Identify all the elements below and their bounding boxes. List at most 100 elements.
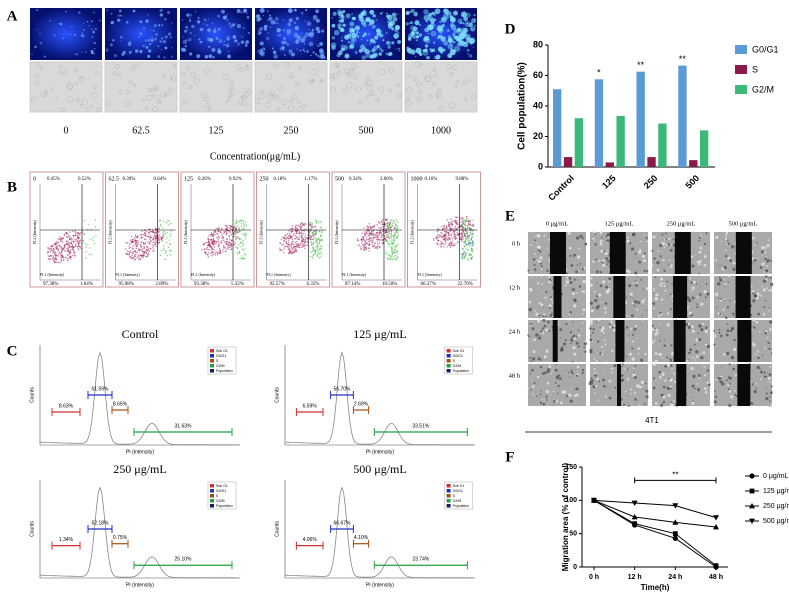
event-dot (298, 231, 299, 232)
event-dot (387, 221, 388, 222)
event-dot (224, 225, 225, 226)
event-dot (226, 233, 227, 234)
event-dot (458, 227, 459, 228)
event-dot (229, 241, 230, 242)
cell-texture (543, 403, 546, 406)
legend-swatch (210, 494, 214, 498)
event-dot (79, 240, 80, 241)
cell-texture (720, 377, 722, 379)
cell-spot (142, 45, 144, 47)
cell-spot (191, 25, 194, 28)
event-dot (310, 224, 311, 225)
quadrant-percent: 0.45% (47, 177, 60, 182)
cell-texture (663, 386, 666, 389)
row-label: 48 h (509, 372, 521, 379)
cell-texture (546, 270, 548, 272)
event-dot (77, 240, 78, 241)
cell-spot (266, 37, 270, 41)
event-dot (444, 231, 445, 232)
cell-texture (537, 243, 538, 244)
cell-spot (256, 18, 260, 22)
cell-texture (723, 353, 725, 355)
cell-spot (430, 31, 436, 37)
cell-texture (549, 304, 552, 307)
cell-texture (537, 376, 540, 379)
event-dot (86, 251, 87, 252)
cell-texture (767, 239, 769, 241)
cell-texture (596, 295, 598, 297)
event-dot (170, 223, 171, 224)
event-dot (296, 237, 297, 238)
cell-texture (604, 339, 606, 341)
event-dot (214, 249, 215, 250)
event-dot (239, 239, 240, 240)
cell-texture (572, 290, 573, 291)
cell-texture (614, 344, 615, 345)
concentration-label: 62.5 (132, 125, 150, 136)
cell-texture (637, 301, 640, 304)
cell-texture (542, 319, 545, 322)
gate-percent: 4.06% (303, 537, 318, 543)
event-dot (158, 239, 159, 240)
event-dot (215, 231, 216, 232)
cell-spot (117, 18, 120, 21)
cell-texture (621, 375, 623, 377)
cell-texture (570, 400, 573, 403)
event-dot (391, 220, 392, 221)
event-dot (363, 240, 364, 241)
event-dot (286, 243, 287, 244)
cell-texture (729, 377, 732, 380)
cell-texture (609, 323, 611, 325)
cell-texture (542, 283, 544, 285)
event-dot (166, 222, 167, 223)
quadrant-percent: 6.35% (307, 282, 320, 287)
cell-texture (600, 233, 601, 234)
cell-texture (655, 352, 658, 355)
cell-texture (573, 304, 576, 307)
cell-spot (309, 42, 314, 47)
axis-label: Counts (274, 387, 280, 403)
event-dot (165, 253, 166, 254)
event-dot (161, 240, 162, 241)
event-dot (294, 226, 295, 227)
cell-texture (561, 390, 564, 393)
event-dot (314, 251, 315, 252)
cell-spot (410, 49, 415, 54)
cell-spot (304, 51, 306, 53)
event-dot (60, 241, 61, 242)
event-dot (148, 236, 149, 237)
event-dot (56, 242, 57, 243)
cell-texture (530, 244, 532, 246)
event-dot (139, 249, 140, 250)
cell-spot (369, 43, 371, 45)
cell-texture (558, 385, 560, 387)
event-dot (369, 237, 370, 238)
cell-texture (642, 320, 643, 321)
cell-texture (566, 280, 569, 283)
cell-texture (573, 353, 576, 356)
cell-texture (646, 310, 648, 312)
cell-texture (633, 368, 634, 369)
cell-texture (543, 313, 546, 316)
cell-texture (556, 364, 557, 365)
event-dot (319, 240, 320, 241)
cell-spot (140, 20, 143, 23)
cell-texture (609, 380, 612, 383)
cell-spot (450, 48, 453, 51)
cell-spot (386, 13, 388, 15)
cell-texture (732, 368, 735, 371)
event-dot (61, 239, 62, 240)
cell-texture (539, 250, 541, 252)
cell-texture (661, 373, 664, 376)
cell-texture (769, 328, 772, 331)
event-dot (135, 240, 136, 241)
cell-spot (230, 24, 234, 28)
event-dot (446, 238, 447, 239)
brightfield-image (105, 62, 177, 112)
event-dot (471, 257, 472, 258)
event-dot (312, 227, 313, 228)
event-dot (208, 252, 209, 253)
event-dot (131, 236, 132, 237)
event-dot (392, 223, 393, 224)
cell-texture (601, 237, 602, 238)
